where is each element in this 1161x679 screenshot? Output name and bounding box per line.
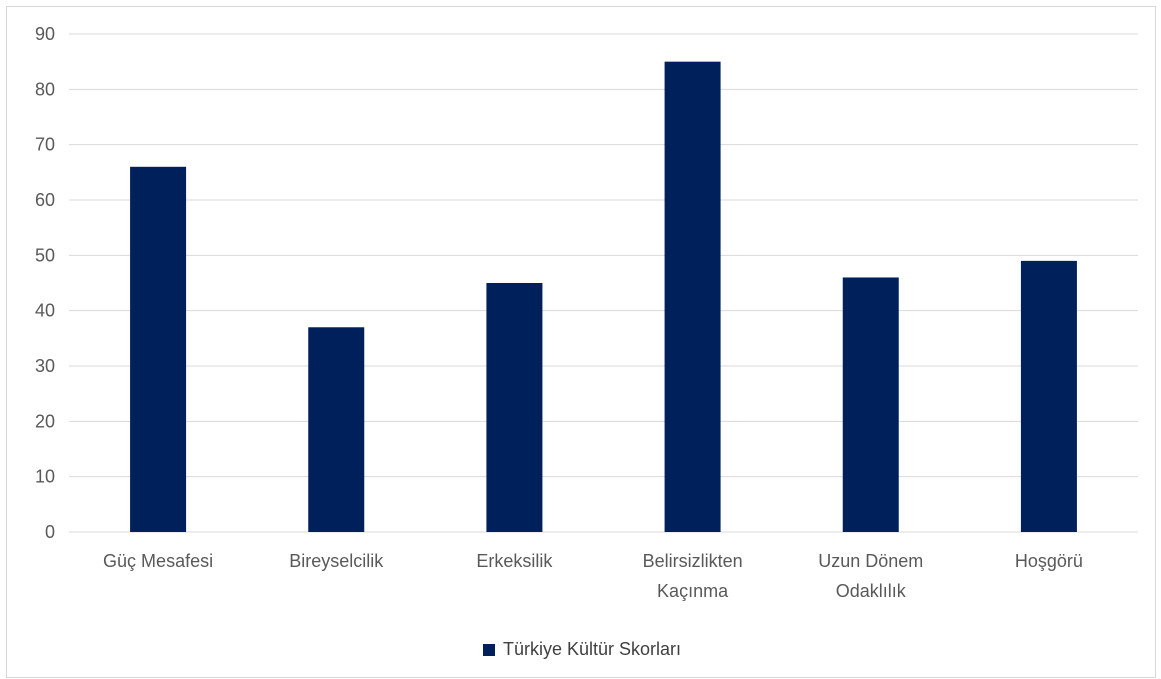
y-tick-label: 70 — [35, 135, 55, 155]
x-category-label: Erkeksilik — [476, 551, 553, 571]
y-axis-tick-labels: 0 10 20 30 40 50 60 70 80 90 — [35, 24, 55, 542]
bar — [664, 61, 721, 533]
x-category-label-line: Kaçınma — [657, 581, 729, 601]
y-tick-label: 80 — [35, 79, 55, 99]
bar — [842, 277, 899, 532]
bar — [486, 283, 543, 532]
y-tick-label: 10 — [35, 467, 55, 487]
bar — [308, 327, 365, 532]
x-category-label-line: Bireyselcilik — [289, 551, 384, 571]
y-tick-label: 40 — [35, 301, 55, 321]
bars — [130, 61, 1077, 533]
bar — [1020, 260, 1077, 532]
bar-chart: 0 10 20 30 40 50 60 70 80 90 Güç Mesafesi Bireysel… — [35, 24, 1138, 601]
legend-swatch — [482, 643, 495, 656]
legend-label: Türkiye Kültür Skorları — [502, 639, 682, 659]
x-category-label-line: Odaklılık — [836, 581, 907, 601]
x-category-label-line: Hoşgörü — [1015, 551, 1083, 571]
x-category-label: Uzun Dönem Odaklılık — [818, 551, 923, 601]
x-category-label-line: Belirsizlikten — [643, 551, 743, 571]
x-category-label: Bireyselcilik — [289, 551, 384, 571]
x-category-label-line: Uzun Dönem — [818, 551, 923, 571]
y-tick-label: 20 — [35, 411, 55, 431]
x-category-label: Hoşgörü — [1015, 551, 1083, 571]
gridlines — [69, 33, 1138, 533]
legend: Türkiye Kültür Skorları — [7, 639, 1157, 660]
y-tick-label: 0 — [45, 522, 55, 542]
bar — [130, 166, 187, 533]
x-axis-category-labels: Güç Mesafesi Bireyselcilik Erkeksilik Belir… — [103, 551, 1083, 601]
y-tick-label: 50 — [35, 245, 55, 265]
x-category-label: Güç Mesafesi — [103, 551, 213, 571]
x-category-label: Belirsizlikten Kaçınma — [643, 551, 743, 601]
x-category-label-line: Erkeksilik — [476, 551, 553, 571]
x-category-label-line: Güç Mesafesi — [103, 551, 213, 571]
chart-frame: 0 10 20 30 40 50 60 70 80 90 Güç Mesafesi Bireysel… — [6, 6, 1156, 678]
y-tick-label: 90 — [35, 24, 55, 44]
y-tick-label: 60 — [35, 190, 55, 210]
y-tick-label: 30 — [35, 356, 55, 376]
